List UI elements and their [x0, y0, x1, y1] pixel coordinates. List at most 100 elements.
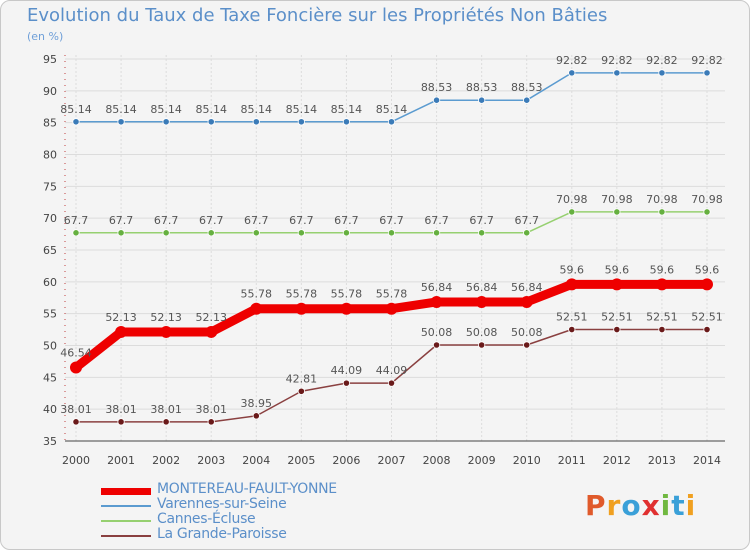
logo-letter: P — [585, 489, 607, 522]
point-varennes-sur-seine — [387, 118, 396, 126]
y-tick-label: 75 — [43, 180, 57, 193]
y-tick-label: 85 — [43, 117, 57, 130]
point-varennes-sur-seine — [342, 118, 351, 126]
point-cannes-cluse — [162, 229, 170, 237]
data-label-cannes-cluse: 67.7 — [424, 214, 449, 227]
logo-letter: t — [671, 489, 686, 522]
data-label-montereau-fault-yonne: 59.6 — [650, 263, 675, 276]
data-label-la-grande-paroisse: 52.51 — [691, 311, 723, 324]
data-label-varennes-sur-seine: 92.82 — [601, 54, 633, 67]
data-label-cannes-cluse: 70.98 — [646, 193, 678, 206]
y-tick-label: 50 — [43, 340, 57, 353]
data-label-cannes-cluse: 67.7 — [154, 214, 179, 227]
legend-swatch-varennes — [101, 505, 151, 507]
data-label-la-grande-paroisse: 52.51 — [556, 311, 588, 324]
point-cannes-cluse — [297, 229, 305, 237]
point-varennes-sur-seine — [568, 69, 576, 77]
x-tick-label: 2000 — [62, 454, 90, 467]
data-label-la-grande-paroisse: 50.08 — [466, 326, 498, 339]
point-la-grande-paroisse — [207, 418, 215, 426]
point-montereau-fault-yonne — [295, 302, 308, 315]
y-tick-label: 70 — [43, 212, 57, 225]
data-label-varennes-sur-seine: 92.82 — [556, 54, 588, 67]
logo-letter: x — [641, 489, 661, 522]
point-la-grande-paroisse — [387, 379, 396, 387]
data-label-montereau-fault-yonne: 59.6 — [695, 263, 720, 276]
data-label-montereau-fault-yonne: 55.78 — [331, 288, 363, 301]
point-cannes-cluse — [117, 229, 125, 237]
point-montereau-fault-yonne — [205, 325, 218, 338]
x-tick-label: 2008 — [423, 454, 451, 467]
point-varennes-sur-seine — [432, 96, 441, 104]
data-label-varennes-sur-seine: 88.53 — [511, 81, 543, 94]
data-label-varennes-sur-seine: 85.14 — [286, 103, 318, 116]
data-label-cannes-cluse: 67.7 — [514, 214, 539, 227]
y-tick-label: 55 — [43, 308, 57, 321]
data-label-cannes-cluse: 67.7 — [64, 214, 89, 227]
logo-letter: i — [685, 489, 697, 522]
data-label-montereau-fault-yonne: 56.84 — [511, 281, 543, 294]
point-montereau-fault-yonne — [610, 278, 623, 291]
data-label-cannes-cluse: 70.98 — [601, 193, 633, 206]
point-cannes-cluse — [432, 229, 441, 237]
point-la-grande-paroisse — [297, 387, 305, 395]
point-cannes-cluse — [252, 229, 260, 237]
data-label-cannes-cluse: 67.7 — [244, 214, 269, 227]
point-varennes-sur-seine — [162, 118, 170, 126]
data-label-varennes-sur-seine: 85.14 — [195, 103, 227, 116]
point-varennes-sur-seine — [658, 69, 666, 77]
data-label-la-grande-paroisse: 38.01 — [195, 403, 227, 416]
data-label-la-grande-paroisse: 38.95 — [241, 397, 273, 410]
data-label-montereau-fault-yonne: 56.84 — [466, 281, 498, 294]
legend-swatch-grande-paroisse — [101, 535, 151, 537]
x-tick-label: 2014 — [693, 454, 721, 467]
data-label-varennes-sur-seine: 85.14 — [376, 103, 408, 116]
point-cannes-cluse — [478, 229, 486, 237]
data-label-cannes-cluse: 67.7 — [199, 214, 224, 227]
y-tick-label: 65 — [43, 244, 57, 257]
point-varennes-sur-seine — [252, 118, 260, 126]
point-la-grande-paroisse — [252, 412, 260, 420]
point-cannes-cluse — [342, 229, 351, 237]
data-label-la-grande-paroisse: 50.08 — [421, 326, 453, 339]
data-label-cannes-cluse: 67.7 — [469, 214, 494, 227]
point-la-grande-paroisse — [117, 418, 125, 426]
data-label-varennes-sur-seine: 92.82 — [646, 54, 678, 67]
data-label-varennes-sur-seine: 92.82 — [691, 54, 723, 67]
legend-swatch-montereau — [101, 488, 151, 495]
point-cannes-cluse — [207, 229, 215, 237]
data-label-la-grande-paroisse: 52.51 — [646, 311, 678, 324]
point-cannes-cluse — [523, 229, 531, 237]
point-varennes-sur-seine — [72, 118, 80, 126]
legend-swatch-cannes — [101, 520, 151, 522]
logo-letter: r — [606, 489, 622, 522]
x-tick-label: 2003 — [197, 454, 225, 467]
chart-title: Evolution du Taux de Taxe Foncière sur l… — [27, 5, 608, 26]
data-label-cannes-cluse: 67.7 — [334, 214, 359, 227]
point-cannes-cluse — [72, 229, 80, 237]
point-la-grande-paroisse — [568, 325, 576, 334]
x-tick-label: 2001 — [107, 454, 135, 467]
data-label-montereau-fault-yonne: 55.78 — [286, 288, 318, 301]
y-tick-label: 95 — [43, 53, 57, 66]
point-montereau-fault-yonne — [70, 361, 82, 374]
data-label-varennes-sur-seine: 85.14 — [150, 103, 182, 116]
data-label-la-grande-paroisse: 38.01 — [105, 403, 137, 416]
point-montereau-fault-yonne — [520, 295, 533, 308]
point-varennes-sur-seine — [523, 96, 531, 104]
data-label-montereau-fault-yonne: 59.6 — [605, 263, 630, 276]
point-montereau-fault-yonne — [250, 302, 263, 315]
data-label-cannes-cluse: 70.98 — [556, 193, 588, 206]
x-tick-label: 2010 — [513, 454, 541, 467]
data-label-cannes-cluse: 67.7 — [109, 214, 134, 227]
y-tick-label: 40 — [43, 403, 57, 416]
data-label-la-grande-paroisse: 50.08 — [511, 326, 543, 339]
legend-label-cannes: Cannes-Écluse — [157, 511, 256, 527]
y-tick-label: 35 — [43, 435, 57, 448]
data-label-montereau-fault-yonne: 55.78 — [376, 288, 408, 301]
y-tick-label: 80 — [43, 149, 57, 162]
x-tick-label: 2012 — [603, 454, 631, 467]
data-label-la-grande-paroisse: 52.51 — [601, 311, 633, 324]
point-montereau-fault-yonne — [655, 278, 668, 291]
point-cannes-cluse — [658, 208, 666, 216]
